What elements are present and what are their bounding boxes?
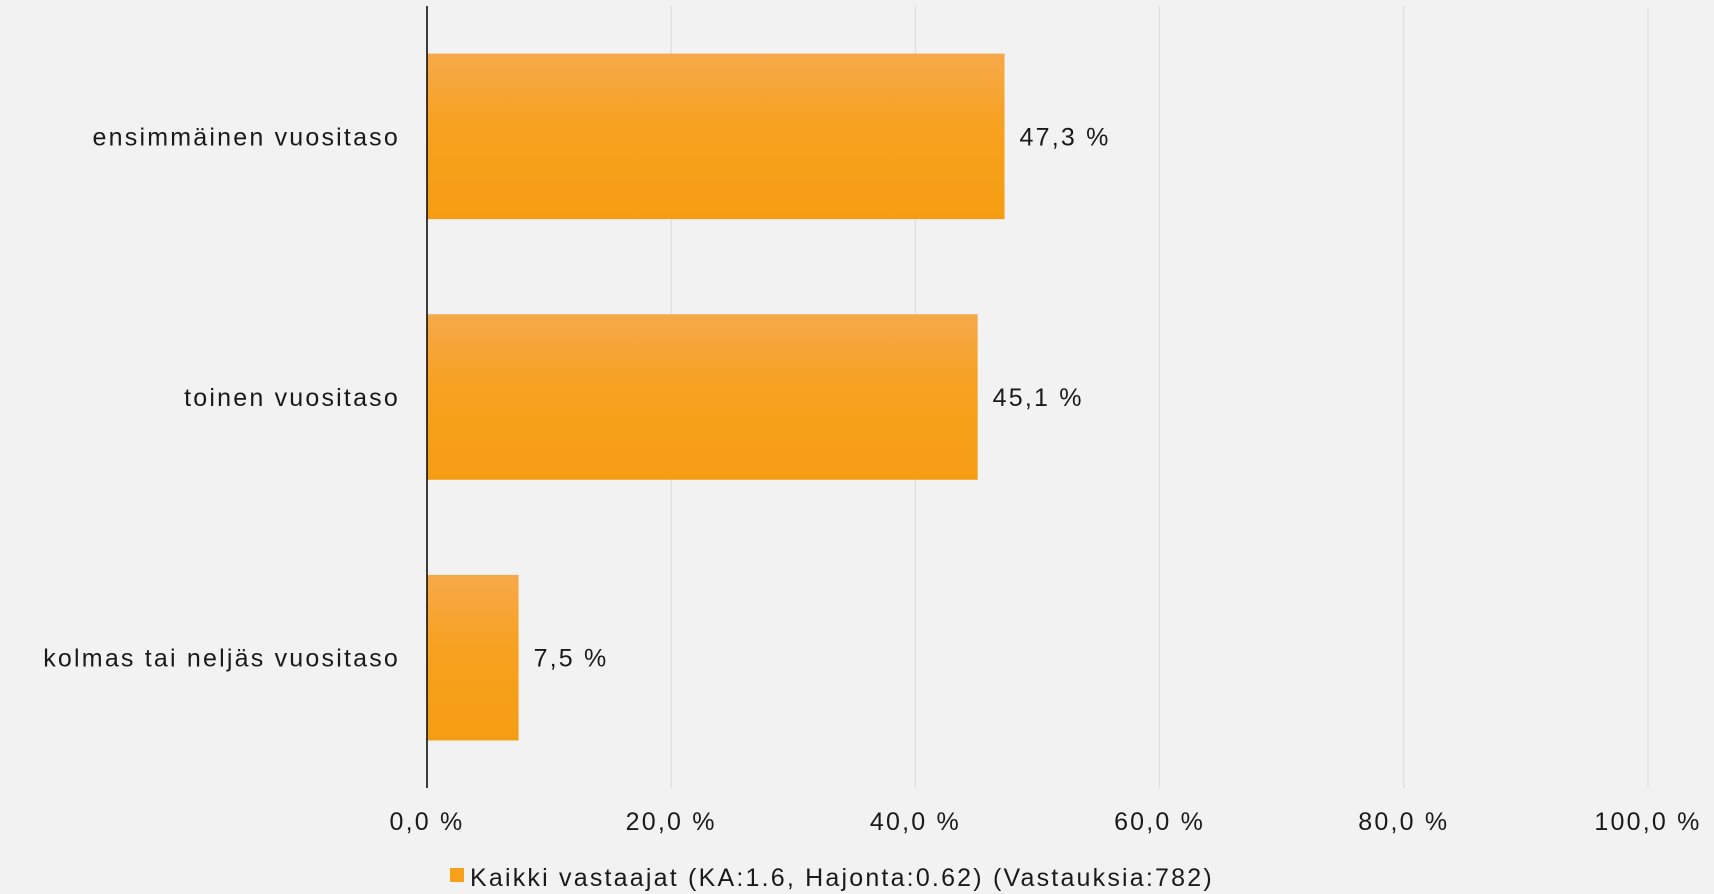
category-label: ensimmäinen vuositaso [93, 123, 400, 151]
data-label: 7,5 % [534, 645, 609, 673]
bar [427, 574, 519, 741]
legend-marker [450, 868, 464, 882]
bars [427, 53, 1005, 741]
x-tick-label: 0,0 % [390, 808, 465, 836]
category-label: toinen vuositaso [184, 384, 400, 412]
bar [427, 314, 978, 480]
x-tick-label: 20,0 % [626, 808, 717, 836]
x-tick-label: 40,0 % [870, 808, 961, 836]
x-tick-label: 80,0 % [1358, 808, 1449, 836]
data-label: 47,3 % [1020, 123, 1111, 151]
legend: Kaikki vastaajat (KA:1.6, Hajonta:0.62) … [450, 864, 1214, 892]
x-tick-label: 60,0 % [1114, 808, 1205, 836]
x-tick-label: 100,0 % [1594, 808, 1701, 836]
data-label: 45,1 % [993, 384, 1084, 412]
labels: 0,0 % 20,0 % 40,0 % 60,0 % 80,0 % 100,0 % ensi… [43, 123, 1701, 836]
bar [427, 53, 1005, 220]
legend-label: Kaikki vastaajat (KA:1.6, Hajonta:0.62) … [470, 864, 1214, 892]
category-label: kolmas tai neljäs vuositaso [43, 645, 400, 673]
